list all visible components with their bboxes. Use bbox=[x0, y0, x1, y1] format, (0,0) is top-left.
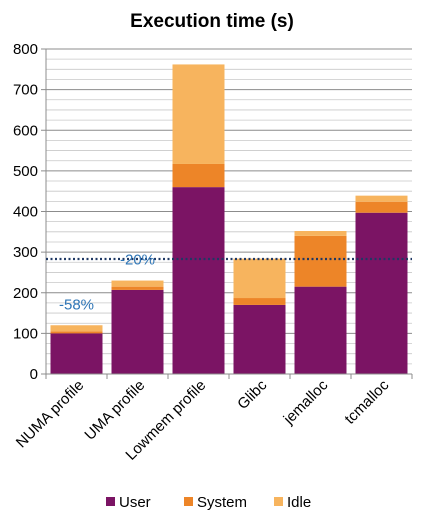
bar-system bbox=[50, 331, 103, 334]
legend-label-user: User bbox=[119, 494, 151, 511]
bar-idle bbox=[50, 325, 103, 332]
bar-user bbox=[50, 333, 103, 374]
legend-swatch-system bbox=[184, 497, 193, 506]
bar-system bbox=[233, 298, 286, 305]
bar-user bbox=[111, 289, 164, 374]
y-tick-label: 100 bbox=[13, 325, 38, 342]
bar-user bbox=[355, 212, 408, 374]
bar-annotation: -58% bbox=[59, 296, 94, 313]
bar-idle bbox=[172, 64, 225, 164]
bar-system bbox=[294, 235, 347, 287]
legend-swatch-idle bbox=[274, 497, 283, 506]
x-category-label: UMA profile bbox=[81, 377, 148, 444]
y-tick-label: 600 bbox=[13, 122, 38, 139]
legend: User System Idle bbox=[106, 494, 311, 511]
y-tick-label: 300 bbox=[13, 244, 38, 261]
chart-title: Execution time (s) bbox=[130, 11, 294, 32]
gridlines bbox=[46, 48, 412, 375]
legend-label-idle: Idle bbox=[287, 494, 311, 511]
x-category-label: Glibc bbox=[234, 376, 271, 413]
bar-idle bbox=[355, 195, 408, 202]
annotations: -58% -20% bbox=[59, 252, 155, 314]
bar-idle bbox=[294, 231, 347, 236]
y-tick-label: 500 bbox=[13, 163, 38, 180]
bar-idle bbox=[233, 258, 286, 299]
y-tick-label: 700 bbox=[13, 82, 38, 99]
bar-system bbox=[355, 201, 408, 213]
y-tick-label: 200 bbox=[13, 285, 38, 302]
legend-label-system: System bbox=[197, 494, 247, 511]
bar-system bbox=[111, 286, 164, 290]
bar-user bbox=[172, 187, 225, 374]
x-category-label: tcmalloc bbox=[341, 376, 392, 427]
bar-system bbox=[172, 163, 225, 188]
legend-swatch-user bbox=[106, 497, 115, 506]
x-category-label: NUMA profile bbox=[13, 377, 88, 452]
bars bbox=[50, 64, 408, 374]
bar-idle bbox=[111, 280, 164, 287]
y-axis: 0 100 200 300 400 500 600 700 800 bbox=[13, 41, 47, 383]
y-tick-label: 400 bbox=[13, 204, 38, 221]
bar-user bbox=[233, 304, 286, 374]
y-tick-label: 0 bbox=[30, 366, 38, 383]
bar-user bbox=[294, 286, 347, 374]
bar-annotation: -20% bbox=[120, 252, 155, 269]
y-tick-label: 800 bbox=[13, 41, 38, 58]
x-category-label: jemalloc bbox=[280, 376, 332, 428]
